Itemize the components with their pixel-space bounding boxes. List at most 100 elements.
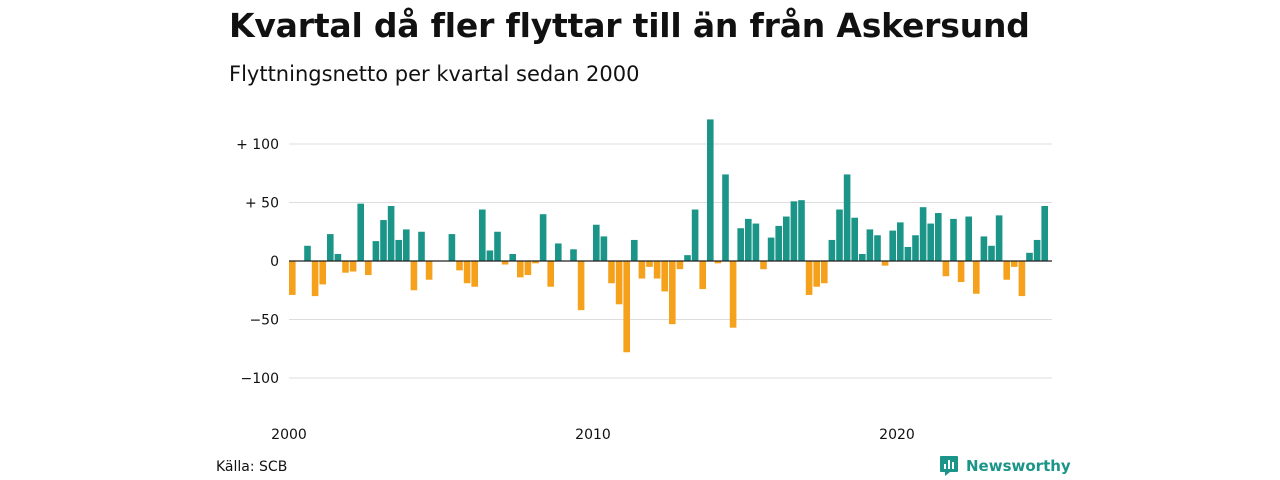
newsworthy-logo-icon [940, 456, 958, 476]
bar-positive [600, 236, 608, 261]
bar-positive [372, 241, 380, 261]
bar-positive [395, 239, 402, 261]
bar-negative [410, 261, 418, 291]
bar-positive [737, 228, 744, 261]
y-tick-label: 0 [270, 254, 279, 270]
y-tick-label: + 100 [236, 137, 279, 153]
bar-positive [555, 243, 562, 261]
bar-negative [699, 261, 706, 290]
bar-negative [615, 261, 623, 305]
bar-positive [1026, 252, 1033, 261]
bar-negative [1003, 261, 1010, 280]
bar-negative [805, 261, 813, 295]
bar-negative [456, 261, 463, 271]
bar-positive [866, 229, 874, 261]
bar-negative [425, 261, 433, 280]
bar-negative [653, 261, 661, 279]
bar-positive [874, 235, 881, 261]
y-tick-label: −100 [241, 371, 279, 387]
source-note: Källa: SCB [216, 459, 288, 475]
bar-positive [707, 119, 714, 262]
newsworthy-brand: Newsworthy [939, 455, 1071, 477]
bar-positive [357, 203, 364, 261]
bar-positive [828, 239, 836, 261]
bar-positive [980, 236, 988, 261]
bar-positive [889, 230, 896, 261]
bar-negative [661, 261, 668, 292]
x-tick-label: 2000 [271, 427, 307, 443]
bar-positive [539, 214, 547, 261]
brand-name: Newsworthy [966, 457, 1071, 475]
bar-negative [577, 261, 585, 311]
bar-positive [479, 209, 486, 261]
bar-positive [775, 225, 782, 261]
bar-positive [995, 215, 1003, 261]
x-tick-label: 2010 [575, 427, 611, 443]
bar-negative [729, 261, 737, 328]
bar-positive [403, 229, 410, 261]
bar-positive [631, 239, 638, 261]
bar-negative [1018, 261, 1026, 297]
bar-positive [752, 223, 760, 261]
bar-positive [783, 216, 790, 261]
bar-negative [638, 261, 646, 279]
bar-positive [304, 245, 311, 261]
bar-positive [904, 246, 912, 261]
bar-positive [327, 234, 334, 261]
bar-negative [517, 261, 524, 278]
bar-positive [897, 222, 904, 261]
y-tick-label: −50 [249, 313, 279, 329]
bar-positive [509, 253, 516, 261]
bar-negative [342, 261, 349, 273]
bar-negative [669, 261, 676, 325]
y-axis-tick-labels: + 100 + 50 0 −50 −100 [236, 137, 279, 387]
bar-positive [486, 250, 494, 261]
x-axis-tick-labels: 2000 2010 2020 [271, 427, 915, 443]
bar-positive [790, 201, 798, 261]
bar-negative [1011, 261, 1018, 267]
bar-negative [365, 261, 372, 276]
y-tick-label: + 50 [245, 196, 279, 212]
bar-negative [471, 261, 478, 287]
bar-negative [646, 261, 653, 267]
bar-positive [798, 200, 805, 261]
bar-positive [843, 174, 851, 261]
bar-positive [927, 223, 934, 261]
bar-negative [289, 261, 296, 295]
chart-subtitle: Flyttningsnetto per kvartal sedan 2000 [229, 62, 640, 86]
bar-positive [494, 231, 501, 261]
bar-positive [380, 220, 387, 261]
bar-positive [684, 255, 691, 261]
chart-title: Kvartal då fler flyttar till än från Ask… [229, 6, 1030, 45]
bar-positive [935, 213, 942, 261]
bar-negative [714, 261, 722, 264]
bar-negative [760, 261, 767, 270]
bar-positive [912, 235, 919, 261]
x-tick-label: 2020 [879, 427, 915, 443]
bar-positive [448, 234, 456, 261]
bar-positive [859, 253, 866, 261]
bar-negative [957, 261, 965, 283]
bar-positive [767, 237, 775, 261]
bar-positive [593, 224, 600, 261]
bar-positive [691, 209, 699, 261]
bar-positive [919, 207, 927, 261]
bar-positive [745, 218, 752, 261]
bar-negative [821, 261, 828, 284]
bar-negative [813, 261, 820, 287]
bar-positive [334, 253, 342, 261]
bar-negative [319, 261, 326, 285]
bar-positive [1041, 206, 1048, 261]
bar-negative [524, 261, 532, 276]
bar-negative [311, 261, 319, 297]
bar-positive [1033, 239, 1041, 261]
bar-negative [881, 261, 889, 266]
bar-negative [676, 261, 684, 270]
bar-positive [387, 206, 395, 261]
bar-positive [950, 218, 957, 261]
bar-positive [851, 217, 858, 261]
bar-positive [965, 216, 972, 261]
bar-negative [501, 261, 509, 265]
bar-negative [532, 261, 539, 264]
